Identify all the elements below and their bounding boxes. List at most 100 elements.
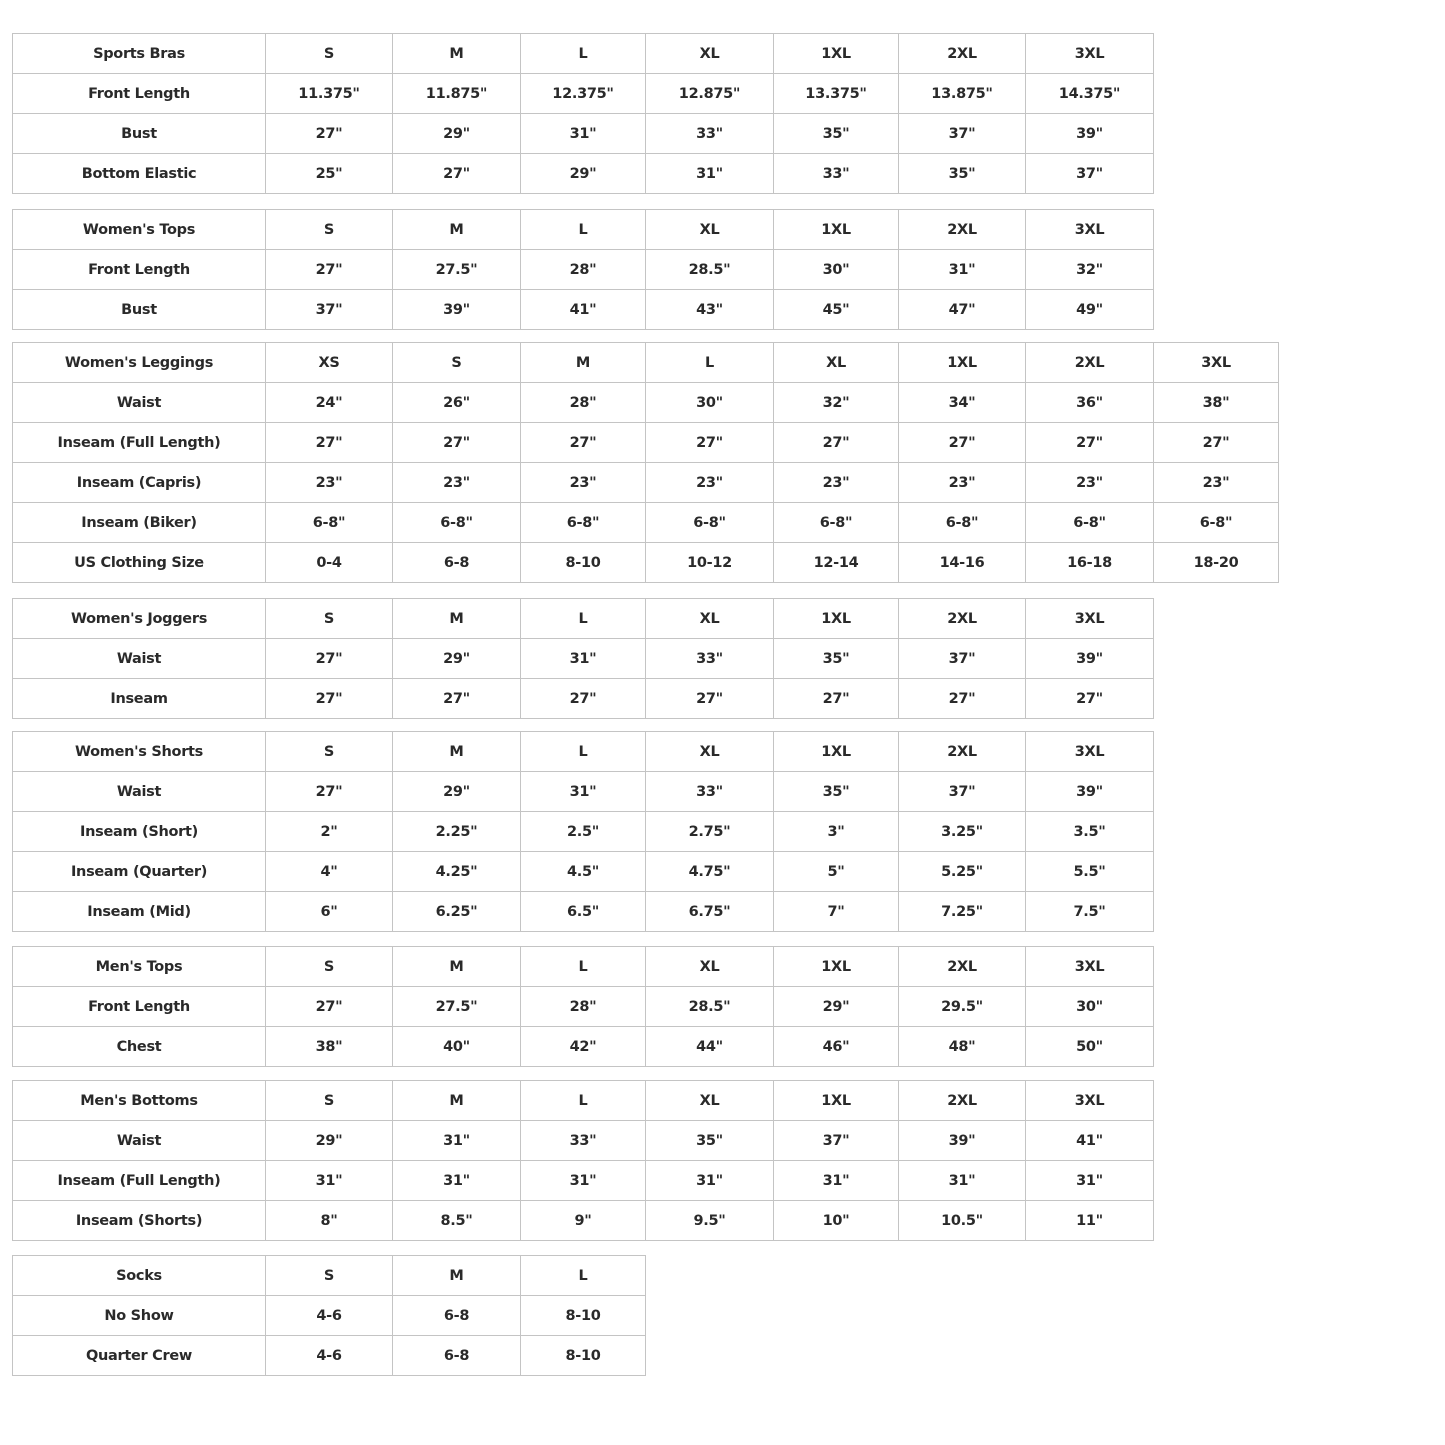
row-label: Bust bbox=[12, 289, 266, 330]
measurement-cell: 27" bbox=[265, 986, 393, 1027]
header-row: Men's Tops S M L XL 1XL 2XL 3XL bbox=[12, 946, 1154, 987]
measurement-cell: 14.375" bbox=[1025, 73, 1154, 114]
measurement-cell: 5.25" bbox=[898, 851, 1026, 892]
row-label: Chest bbox=[12, 1026, 266, 1067]
size-header: M bbox=[392, 946, 521, 987]
table-row: Inseam (Capris) 23" 23" 23" 23" 23" 23" 23" 23" bbox=[12, 462, 1279, 503]
row-label: Inseam (Shorts) bbox=[12, 1200, 266, 1241]
measurement-cell: 44" bbox=[645, 1026, 774, 1067]
measurement-cell: 25" bbox=[265, 153, 393, 194]
size-table-women-s-shorts: Women's Shorts S M L XL 1XL 2XL 3XL Waist 27" 29" 3… bbox=[12, 731, 1154, 932]
measurement-cell: 27.5" bbox=[392, 986, 521, 1027]
size-header: 1XL bbox=[773, 33, 899, 74]
measurement-cell: 14-16 bbox=[898, 542, 1026, 583]
measurement-cell: 12.875" bbox=[645, 73, 774, 114]
measurement-cell: 29" bbox=[392, 771, 521, 812]
measurement-cell: 24" bbox=[265, 382, 393, 423]
measurement-cell: 16-18 bbox=[1025, 542, 1154, 583]
measurement-cell: 47" bbox=[898, 289, 1026, 330]
size-header: S bbox=[265, 946, 393, 987]
row-label: Inseam (Mid) bbox=[12, 891, 266, 932]
size-header: 2XL bbox=[898, 209, 1026, 250]
table-row: Front Length 11.375" 11.875" 12.375" 12.875"… bbox=[12, 73, 1154, 114]
size-header: L bbox=[520, 33, 646, 74]
table-row: Bust 37" 39" 41" 43" 45" 47" 49" bbox=[12, 289, 1154, 330]
measurement-cell: 23" bbox=[645, 462, 774, 503]
measurement-cell: 6-8 bbox=[392, 1295, 521, 1336]
size-table-men-s-tops: Men's Tops S M L XL 1XL 2XL 3XL Front Length 27" 2… bbox=[12, 946, 1154, 1067]
size-header: S bbox=[265, 209, 393, 250]
table-row: Waist 27" 29" 31" 33" 35" 37" 39" bbox=[12, 638, 1154, 679]
table-row: Quarter Crew 4-6 6-8 8-10 bbox=[12, 1335, 646, 1376]
measurement-cell: 27" bbox=[392, 678, 521, 719]
measurement-cell: 30" bbox=[773, 249, 899, 290]
measurement-cell: 3" bbox=[773, 811, 899, 852]
size-table-men-s-bottoms: Men's Bottoms S M L XL 1XL 2XL 3XL Waist 29" 31" 33… bbox=[12, 1080, 1154, 1241]
measurement-cell: 27" bbox=[773, 678, 899, 719]
measurement-cell: 2.5" bbox=[520, 811, 646, 852]
measurement-cell: 6.5" bbox=[520, 891, 646, 932]
measurement-cell: 23" bbox=[265, 462, 393, 503]
size-header: S bbox=[392, 342, 521, 383]
measurement-cell: 9" bbox=[520, 1200, 646, 1241]
size-header: 1XL bbox=[773, 731, 899, 772]
measurement-cell: 33" bbox=[520, 1120, 646, 1161]
table-row: Front Length 27" 27.5" 28" 28.5" 29" 29.5" 30" bbox=[12, 986, 1154, 1027]
row-label: US Clothing Size bbox=[12, 542, 266, 583]
size-header: XS bbox=[265, 342, 393, 383]
measurement-cell: 2.25" bbox=[392, 811, 521, 852]
size-header: XL bbox=[645, 731, 774, 772]
table-row: Inseam (Full Length) 31" 31" 31" 31" 31" 31" 31… bbox=[12, 1160, 1154, 1201]
measurement-cell: 31" bbox=[520, 771, 646, 812]
measurement-cell: 30" bbox=[645, 382, 774, 423]
size-header: 2XL bbox=[898, 598, 1026, 639]
size-header: M bbox=[392, 33, 521, 74]
measurement-cell: 11.875" bbox=[392, 73, 521, 114]
measurement-cell: 12-14 bbox=[773, 542, 899, 583]
measurement-cell: 10-12 bbox=[645, 542, 774, 583]
measurement-cell: 13.375" bbox=[773, 73, 899, 114]
measurement-cell: 31" bbox=[392, 1120, 521, 1161]
measurement-cell: 10.5" bbox=[898, 1200, 1026, 1241]
row-label: Inseam (Biker) bbox=[12, 502, 266, 543]
measurement-cell: 31" bbox=[898, 1160, 1026, 1201]
measurement-cell: 6.75" bbox=[645, 891, 774, 932]
table-title: Sports Bras bbox=[12, 33, 266, 74]
size-header: 2XL bbox=[898, 33, 1026, 74]
header-row: Socks S M L bbox=[12, 1255, 646, 1296]
measurement-cell: 27" bbox=[392, 153, 521, 194]
size-header: S bbox=[265, 731, 393, 772]
row-label: Quarter Crew bbox=[12, 1335, 266, 1376]
size-header: 1XL bbox=[773, 209, 899, 250]
row-label: Front Length bbox=[12, 249, 266, 290]
measurement-cell: 29" bbox=[392, 113, 521, 154]
size-header: 3XL bbox=[1025, 731, 1154, 772]
measurement-cell: 6-8 bbox=[392, 542, 521, 583]
size-header: L bbox=[520, 209, 646, 250]
row-label: Inseam (Capris) bbox=[12, 462, 266, 503]
measurement-cell: 3.5" bbox=[1025, 811, 1154, 852]
table-row: Inseam (Biker) 6-8" 6-8" 6-8" 6-8" 6-8" 6-8" 6-… bbox=[12, 502, 1279, 543]
measurement-cell: 27" bbox=[645, 422, 774, 463]
size-header: XL bbox=[645, 209, 774, 250]
measurement-cell: 2" bbox=[265, 811, 393, 852]
measurement-cell: 28.5" bbox=[645, 249, 774, 290]
measurement-cell: 4.5" bbox=[520, 851, 646, 892]
measurement-cell: 27" bbox=[265, 771, 393, 812]
table-title: Men's Bottoms bbox=[12, 1080, 266, 1121]
measurement-cell: 6-8" bbox=[773, 502, 899, 543]
measurement-cell: 5.5" bbox=[1025, 851, 1154, 892]
size-table-women-s-leggings: Women's Leggings XS S M L XL 1XL 2XL 3XL Waist 24"… bbox=[12, 342, 1279, 583]
header-row: Women's Leggings XS S M L XL 1XL 2XL 3XL bbox=[12, 342, 1279, 383]
measurement-cell: 50" bbox=[1025, 1026, 1154, 1067]
measurement-cell: 49" bbox=[1025, 289, 1154, 330]
measurement-cell: 6-8 bbox=[392, 1335, 521, 1376]
measurement-cell: 41" bbox=[1025, 1120, 1154, 1161]
measurement-cell: 27" bbox=[898, 422, 1026, 463]
size-header: S bbox=[265, 1255, 393, 1296]
size-header: 3XL bbox=[1153, 342, 1279, 383]
measurement-cell: 35" bbox=[898, 153, 1026, 194]
size-header: XL bbox=[645, 598, 774, 639]
header-row: Women's Tops S M L XL 1XL 2XL 3XL bbox=[12, 209, 1154, 250]
header-row: Sports Bras S M L XL 1XL 2XL 3XL bbox=[12, 33, 1154, 74]
